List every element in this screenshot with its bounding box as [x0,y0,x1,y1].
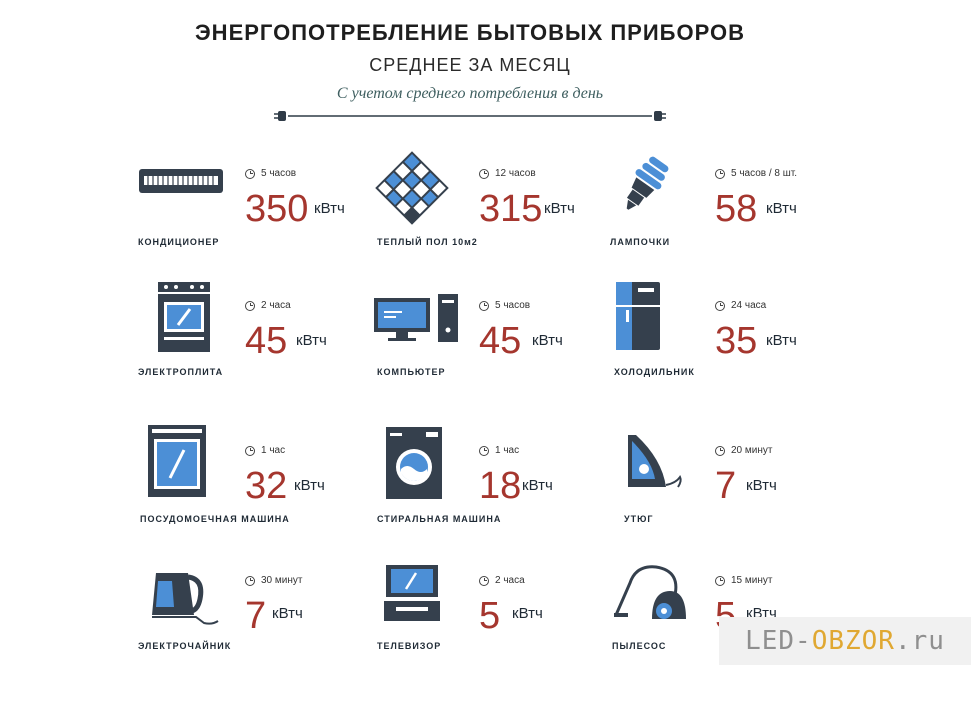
appliance-name: КОНДИЦИОНЕР [138,237,220,247]
site-watermark: LED- OBZOR .ru [719,617,971,665]
unit-label: кВтч [532,332,563,349]
consumption-value: 32 [245,465,288,507]
consumption-value: 5 [479,595,501,637]
appliance-card: ЭЛЕКТРОПЛИТА 2 часа 45 кВтч [138,282,438,430]
duration-label: 30 минут [245,575,302,586]
consumption-value: 45 [245,320,288,362]
duration-label: 12 часов [479,168,536,179]
consumption-value: 58 [715,188,758,230]
page-note: С учетом среднего потребления в день [336,85,604,102]
clock-icon [245,168,255,179]
electric-stove-icon [158,282,210,352]
duration-label: 2 часа [245,300,291,311]
watermark-part: .ru [894,626,945,656]
dishwasher-icon [148,425,206,497]
unit-label: кВтч [296,332,327,349]
duration-label: 1 час [479,445,519,456]
iron-icon [628,435,682,488]
appliance-card: ЛАМПОЧКИ 5 часов / 8 шт. 58 кВтч [608,156,908,298]
clock-icon [715,575,725,586]
duration-label: 20 минут [715,445,772,456]
appliance-name: ТЕЛЕВИЗОР [377,641,442,651]
duration-label: 2 часа [479,575,525,586]
unit-label: кВтч [544,200,575,217]
appliance-name: ЭЛЕКТРОПЛИТА [138,367,224,377]
clock-icon [245,300,255,311]
clock-icon [245,575,255,586]
appliance-name: ЛАМПОЧКИ [610,237,671,247]
appliance-card: КОМПЬЮТЕР 5 часов 45 кВтч [372,294,672,430]
duration-label: 5 часов [479,300,530,311]
appliance-card: ХОЛОДИЛЬНИК 24 часа 35 кВтч [608,282,908,430]
duration-label: 5 часов [245,168,296,179]
clock-icon [715,168,725,179]
heated-floor-icon [375,151,449,225]
unit-label: кВтч [746,477,777,494]
page-title: ЭНЕРГОПОТРЕБЛЕНИЕ БЫТОВЫХ ПРИБОРОВ [195,20,745,45]
consumption-value: 7 [245,595,267,637]
appliance-name: ТЕПЛЫЙ ПОЛ 10м2 [377,237,478,247]
appliance-card: ТЕПЛЫЙ ПОЛ 10м2 12 часов 315 кВтч [372,151,672,298]
vacuum-cleaner-icon [614,565,686,619]
page-subtitle: СРЕДНЕЕ ЗА МЕСЯЦ [369,55,571,75]
appliance-name: КОМПЬЮТЕР [377,367,446,377]
consumption-value: 18 [479,465,522,507]
appliance-card: СТИРАЛЬНАЯ МАШИНА 1 час 18 кВтч [372,427,672,575]
consumption-value: 45 [479,320,522,362]
appliance-card: ПОСУДОМОЕЧНАЯ МАШИНА 1 час 32 кВтч [138,425,438,575]
consumption-value: 7 [715,465,737,507]
duration-label: 15 минут [715,575,772,586]
appliance-name: ПОСУДОМОЕЧНАЯ МАШИНА [140,514,290,524]
consumption-value: 350 [245,188,309,230]
duration-label: 1 час [245,445,285,456]
duration-label: 5 часов / 8 шт. [715,168,797,179]
fridge-icon [616,282,660,350]
clock-icon [479,168,489,179]
light-bulb-icon [626,156,669,210]
appliance-name: ХОЛОДИЛЬНИК [614,367,695,377]
clock-icon [479,575,489,586]
appliance-card: КОНДИЦИОНЕР 5 часов 350 кВтч [138,168,438,298]
appliance-card: ЭЛЕКТРОЧАЙНИК 30 минут 7 кВтч [138,573,438,705]
clock-icon [479,445,489,456]
computer-icon [374,294,458,342]
appliance-name: СТИРАЛЬНАЯ МАШИНА [377,514,502,524]
air-conditioner-icon [139,169,223,193]
appliance-name: ЭЛЕКТРОЧАЙНИК [138,641,232,651]
unit-label: кВтч [314,200,345,217]
duration-label: 24 часа [715,300,766,311]
unit-label: кВтч [522,477,553,494]
watermark-part: LED- [745,626,812,656]
kettle-icon [152,573,219,625]
appliance-name: ПЫЛЕСОС [612,641,667,651]
watermark-part: OBZOR [811,626,895,656]
plug-divider-icon [274,111,666,121]
clock-icon [715,300,725,311]
clock-icon [245,445,255,456]
unit-label: кВтч [294,477,325,494]
clock-icon [715,445,725,456]
unit-label: кВтч [512,605,543,622]
appliance-card: УТЮГ 20 минут 7 кВтч [608,435,908,575]
washing-machine-icon [386,427,442,499]
unit-label: кВтч [272,605,303,622]
unit-label: кВтч [766,332,797,349]
appliance-card: ТЕЛЕВИЗОР 2 часа 5 кВтч [372,565,672,705]
tv-icon [384,565,440,621]
clock-icon [479,300,489,311]
consumption-value: 315 [479,188,543,230]
unit-label: кВтч [766,200,797,217]
appliance-name: УТЮГ [624,514,654,524]
consumption-value: 35 [715,320,758,362]
